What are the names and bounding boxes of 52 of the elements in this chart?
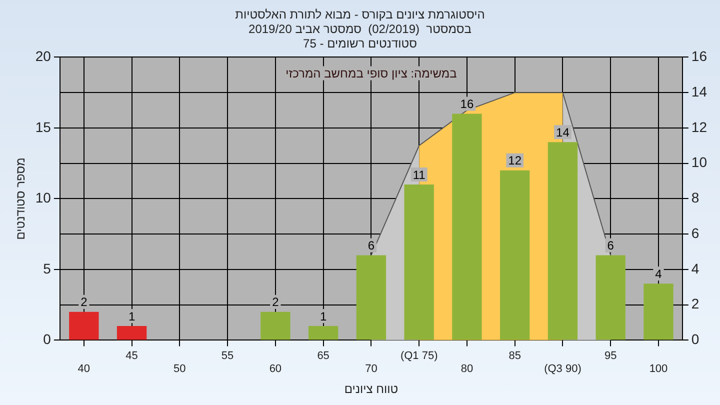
bar xyxy=(260,312,290,340)
x-tick-label: 40 xyxy=(78,363,90,376)
x-tick-label: 70 xyxy=(365,363,378,376)
x-tick-label: (Q1 75) xyxy=(400,350,438,362)
data-label: 16 xyxy=(460,97,474,112)
x-tick-label: 65 xyxy=(317,350,330,362)
x-axis-title: טווח ציונים xyxy=(344,382,398,396)
data-label: 2 xyxy=(272,295,280,310)
bar xyxy=(500,170,530,340)
data-label: 11 xyxy=(412,168,426,182)
data-label: 1 xyxy=(320,309,327,324)
bar xyxy=(69,312,99,340)
x-tick-label: 95 xyxy=(604,350,617,362)
x-tick-label: 55 xyxy=(221,350,234,362)
data-label: 1 xyxy=(128,309,136,324)
y2-tick-label: 2 xyxy=(691,296,700,312)
y-tick-label: 15 xyxy=(35,118,52,135)
data-label: 14 xyxy=(556,125,570,140)
bar xyxy=(308,326,338,340)
y2-tick-label: 4 xyxy=(691,260,700,276)
bar xyxy=(452,114,482,340)
x-tick-label: 80 xyxy=(460,363,474,376)
y-axis-title: מספר סטודנטים xyxy=(14,158,28,240)
y2-tick-label: 8 xyxy=(691,190,700,206)
chart-title: היסטוגרמת ציונים בקורס - מבוא לתורת האלסטיות xyxy=(235,8,485,22)
bar xyxy=(116,326,147,340)
y-tick-label: 10 xyxy=(35,190,52,206)
annotation: במשימה: ציון סופי במחשב המרכזי xyxy=(286,66,457,81)
x-tick-label: 45 xyxy=(126,350,138,362)
data-label: 12 xyxy=(508,154,522,168)
data-label: 2 xyxy=(80,295,88,310)
y2-tick-label: 10 xyxy=(691,154,708,170)
chart-subtitle: בסמסטר (02/2019) סמסטר אביב 2019/20 סטודנטים רשומים - 75 xyxy=(248,22,472,50)
y2-tick-label: 16 xyxy=(691,48,708,64)
x-tick-label: (Q3 90) xyxy=(544,363,582,376)
y-tick-label: 5 xyxy=(43,260,52,276)
bar xyxy=(356,255,386,340)
y2-tick-label: 12 xyxy=(691,118,708,135)
y2-tick-label: 6 xyxy=(691,224,700,241)
x-tick-label: 50 xyxy=(174,363,186,376)
y-tick-label: 0 xyxy=(43,331,52,348)
data-label: 6 xyxy=(368,238,375,253)
bar xyxy=(596,255,626,340)
y2-tick-label: 0 xyxy=(691,331,700,348)
x-tick-label: 85 xyxy=(508,350,521,362)
data-label: 4 xyxy=(655,266,662,281)
y2-tick-label: 14 xyxy=(691,83,708,100)
bar xyxy=(644,284,674,340)
data-label: 6 xyxy=(607,238,614,253)
x-tick-label: 60 xyxy=(269,363,282,376)
y-tick-label: 20 xyxy=(35,48,52,64)
x-tick-label: 100 xyxy=(649,363,668,376)
